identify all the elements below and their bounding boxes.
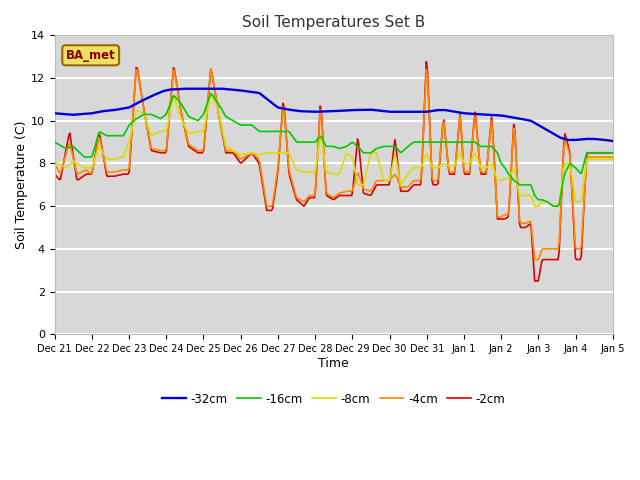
-16cm xyxy=(364,150,372,156)
Line: -2cm: -2cm xyxy=(54,61,612,281)
-16cm xyxy=(462,139,470,145)
-32cm xyxy=(287,107,295,113)
Title: Soil Temperatures Set B: Soil Temperatures Set B xyxy=(242,15,426,30)
-4cm xyxy=(207,66,214,72)
-32cm xyxy=(391,109,399,115)
-2cm xyxy=(609,150,616,156)
-16cm xyxy=(225,116,233,121)
-4cm xyxy=(531,257,538,263)
-8cm xyxy=(207,91,214,96)
-16cm xyxy=(51,139,58,145)
-8cm xyxy=(225,145,233,151)
-16cm xyxy=(550,204,557,209)
-4cm xyxy=(287,175,295,180)
-8cm xyxy=(51,158,58,164)
-16cm xyxy=(609,150,616,156)
X-axis label: Time: Time xyxy=(318,357,349,370)
-8cm xyxy=(609,156,616,162)
-4cm xyxy=(364,188,372,193)
-2cm xyxy=(422,59,430,64)
-4cm xyxy=(462,169,470,175)
-2cm xyxy=(363,192,371,197)
-16cm xyxy=(207,91,214,96)
-32cm xyxy=(225,86,233,92)
-32cm xyxy=(462,110,470,116)
-8cm xyxy=(560,165,568,171)
Line: -4cm: -4cm xyxy=(54,69,612,260)
-8cm xyxy=(531,204,538,209)
-16cm xyxy=(391,144,399,149)
-2cm xyxy=(390,146,397,152)
Line: -8cm: -8cm xyxy=(54,94,612,206)
Y-axis label: Soil Temperature (C): Soil Temperature (C) xyxy=(15,120,28,249)
Line: -32cm: -32cm xyxy=(54,89,612,141)
-32cm xyxy=(181,86,189,92)
-4cm xyxy=(51,161,58,167)
-4cm xyxy=(560,146,568,152)
Legend: -32cm, -16cm, -8cm, -4cm, -2cm: -32cm, -16cm, -8cm, -4cm, -2cm xyxy=(157,388,510,410)
-32cm xyxy=(609,138,616,144)
-2cm xyxy=(286,175,294,180)
Line: -16cm: -16cm xyxy=(54,94,612,206)
-32cm xyxy=(51,110,58,116)
-16cm xyxy=(287,132,295,137)
Text: BA_met: BA_met xyxy=(66,49,116,62)
-8cm xyxy=(391,151,399,157)
-4cm xyxy=(609,154,616,160)
-2cm xyxy=(225,150,232,156)
-2cm xyxy=(51,171,58,177)
-16cm xyxy=(560,175,568,180)
-2cm xyxy=(462,171,470,177)
-8cm xyxy=(287,155,295,160)
-32cm xyxy=(559,135,566,141)
-32cm xyxy=(364,107,372,113)
-4cm xyxy=(391,171,399,177)
-4cm xyxy=(225,148,233,154)
-8cm xyxy=(364,162,372,168)
-8cm xyxy=(462,161,470,167)
-2cm xyxy=(531,278,538,284)
-2cm xyxy=(560,142,568,147)
